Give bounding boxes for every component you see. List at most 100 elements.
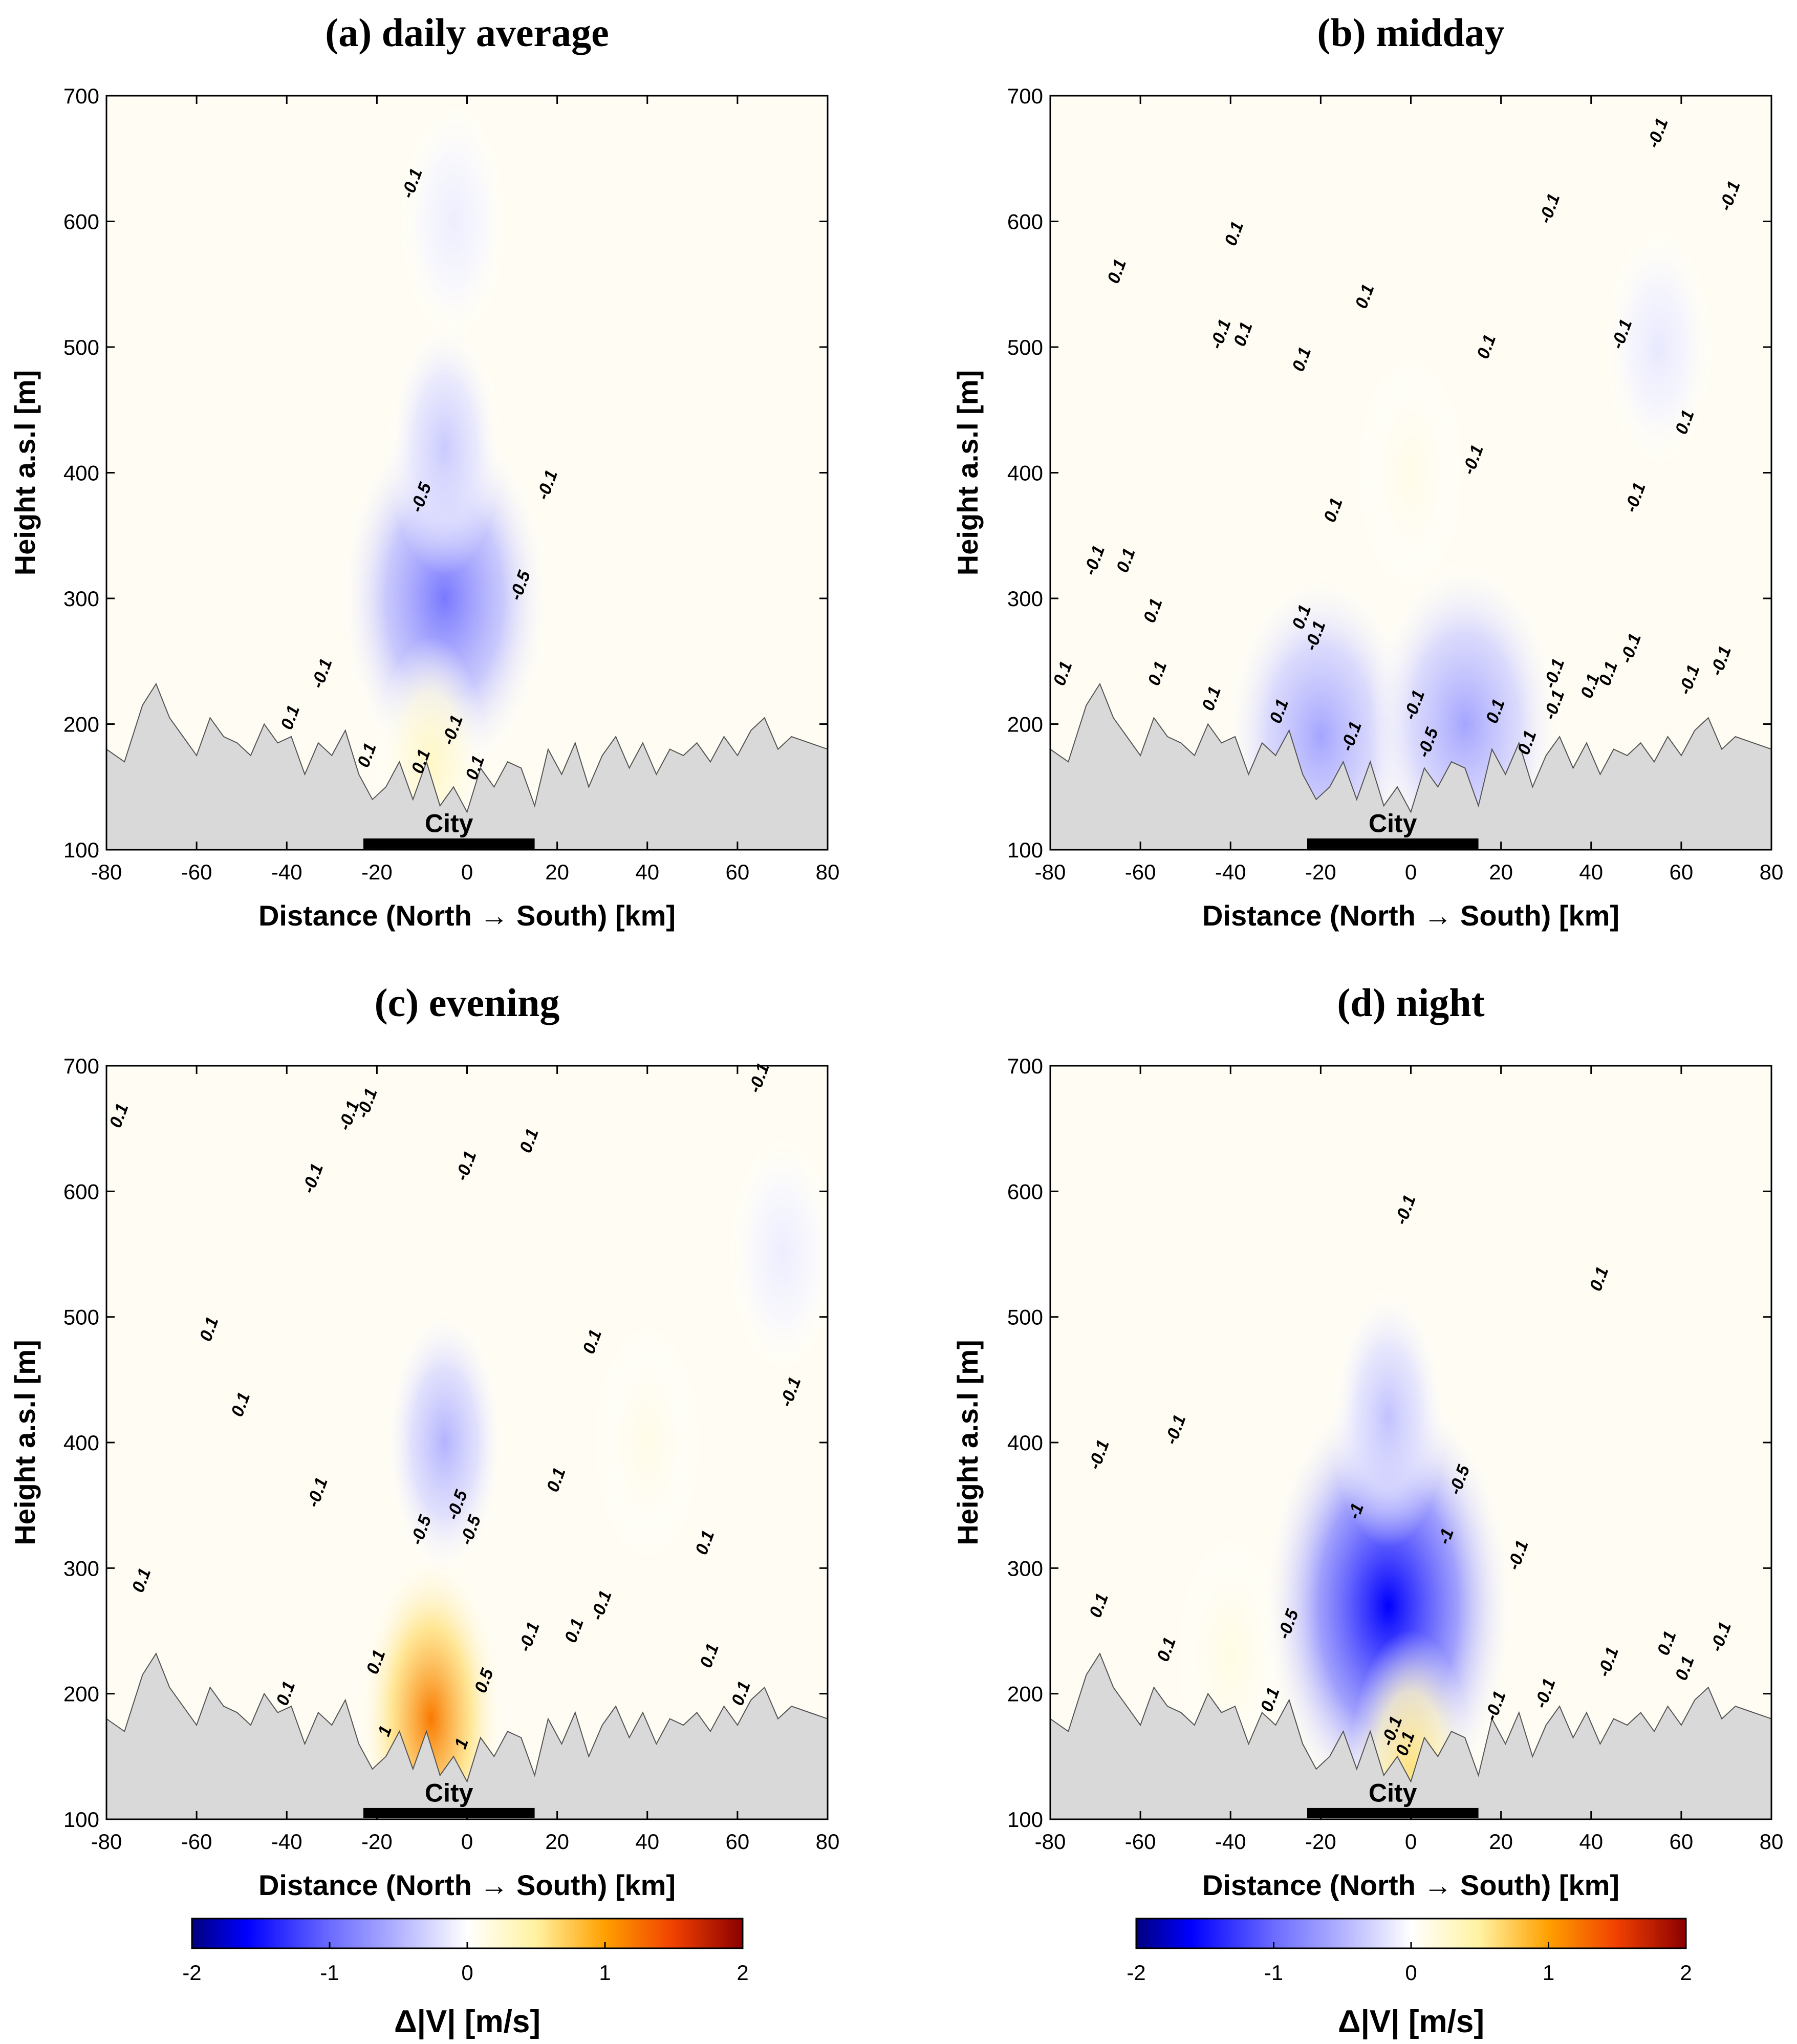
panel-title: (b) midday <box>1317 10 1504 55</box>
x-tick-label: -40 <box>1215 860 1246 884</box>
colorbar-tick-label: 0 <box>461 1961 473 1985</box>
x-tick-label: -20 <box>361 1830 393 1854</box>
x-tick-label: 20 <box>545 860 569 884</box>
x-tick-label: -60 <box>181 1830 212 1854</box>
city-label: City <box>425 1779 473 1808</box>
y-tick-label: 600 <box>1007 1179 1043 1203</box>
colorbar-tick-label: 0 <box>1405 1961 1417 1985</box>
x-tick-label: -80 <box>1035 860 1066 884</box>
x-tick-label: 0 <box>1405 1830 1417 1854</box>
y-tick-label: 100 <box>63 838 99 862</box>
y-tick-label: 600 <box>63 1179 99 1203</box>
y-tick-label: 700 <box>1007 1054 1043 1078</box>
x-tick-label: 40 <box>1579 1830 1603 1854</box>
city-bar <box>363 1808 535 1818</box>
x-axis-label: Distance (North → South) [km] <box>1202 899 1619 932</box>
y-tick-label: 200 <box>1007 713 1043 737</box>
y-tick-label: 100 <box>1007 1808 1043 1832</box>
y-tick-label: 300 <box>1007 587 1043 611</box>
anomaly-region <box>594 1326 700 1559</box>
city-label: City <box>1369 1779 1417 1808</box>
x-tick-label: -20 <box>1305 860 1336 884</box>
panel-title: (c) evening <box>375 980 560 1025</box>
y-tick-label: 500 <box>1007 1305 1043 1329</box>
city-bar <box>1307 1808 1479 1818</box>
panel-title: (a) daily average <box>325 10 609 55</box>
y-tick-label: 200 <box>1007 1682 1043 1706</box>
x-tick-label: -20 <box>1305 1830 1336 1854</box>
x-tick-label: -80 <box>91 1830 122 1854</box>
anomaly-region <box>1330 1287 1446 1547</box>
anomaly-region <box>387 320 502 575</box>
y-tick-label: 300 <box>63 1556 99 1580</box>
x-tick-label: 0 <box>1405 860 1417 884</box>
y-tick-label: 400 <box>1007 461 1043 485</box>
colorbar-label: Δ|V| [m/s] <box>1338 2004 1484 2040</box>
x-tick-label: 0 <box>461 1830 473 1854</box>
x-tick-label: 20 <box>545 1830 569 1854</box>
x-tick-label: -60 <box>181 860 212 884</box>
colorbar-tick-label: 1 <box>599 1961 611 1985</box>
city-bar <box>1307 838 1479 849</box>
x-tick-label: 80 <box>816 860 840 884</box>
x-axis-label: Distance (North → South) [km] <box>258 899 676 932</box>
anomaly-region <box>729 1137 828 1371</box>
panel-title: (d) night <box>1337 980 1484 1025</box>
y-tick-label: 700 <box>63 84 99 108</box>
city-label: City <box>1369 809 1417 838</box>
colorbar-2: -2 -1 0 1 2 Δ|V| [m/s] <box>1127 1918 1692 2040</box>
colorbar-tick-label: 2 <box>737 1961 748 1985</box>
chart-panel-c: City0.10.10.1-0.1-0.1-0.1-0.1-0.5-0.1-0.… <box>9 980 839 1901</box>
colorbar-1: -2 -1 0 1 2 Δ|V| [m/s] <box>182 1918 749 2040</box>
x-tick-label: 60 <box>726 860 750 884</box>
x-tick-label: -40 <box>271 860 302 884</box>
city-bar <box>363 838 535 849</box>
anomaly-region <box>1358 356 1464 589</box>
x-tick-label: -80 <box>1035 1830 1066 1854</box>
y-tick-label: 400 <box>63 1431 99 1455</box>
x-tick-label: 60 <box>1670 1830 1694 1854</box>
x-tick-label: 60 <box>726 1830 750 1854</box>
y-tick-label: 100 <box>1007 838 1043 862</box>
y-axis-label: Height a.s.l [m] <box>9 1340 41 1545</box>
city-label: City <box>425 809 473 838</box>
y-tick-label: 500 <box>63 335 99 359</box>
y-axis-label: Height a.s.l [m] <box>951 1340 984 1545</box>
colorbar-label: Δ|V| [m/s] <box>394 2004 540 2040</box>
colorbar-tick-label: -1 <box>1264 1961 1283 1985</box>
y-tick-label: 200 <box>63 1682 99 1706</box>
x-tick-label: -20 <box>361 860 393 884</box>
x-tick-label: 40 <box>1579 860 1603 884</box>
x-axis-label: Distance (North → South) [km] <box>258 1869 676 1901</box>
y-tick-label: 600 <box>1007 210 1043 234</box>
y-tick-label: 100 <box>63 1808 99 1832</box>
y-tick-label: 600 <box>63 210 99 234</box>
x-axis-label: Distance (North → South) [km] <box>1202 1869 1619 1901</box>
y-tick-label: 700 <box>1007 84 1043 108</box>
terrain-area <box>106 682 828 850</box>
x-tick-label: -40 <box>271 1830 302 1854</box>
y-tick-label: 500 <box>63 1305 99 1329</box>
terrain-area <box>1050 1652 1771 1819</box>
y-tick-label: 700 <box>63 1054 99 1078</box>
colorbar-tick-label: -2 <box>182 1961 201 1985</box>
anomaly-region <box>384 1307 505 1578</box>
anomaly-field <box>338 105 551 850</box>
x-tick-label: 60 <box>1670 860 1694 884</box>
x-tick-label: -60 <box>1125 860 1156 884</box>
chart-panel-a: City-0.1-0.5-0.5-0.1-0.10.10.1 0.1-0.10.1… <box>9 10 839 932</box>
x-tick-label: 40 <box>635 860 659 884</box>
y-axis-label: Height a.s.l [m] <box>951 370 984 575</box>
terrain-area <box>106 1652 828 1819</box>
y-tick-label: 400 <box>63 461 99 485</box>
x-tick-label: 80 <box>1760 860 1784 884</box>
y-tick-label: 300 <box>63 587 99 611</box>
x-tick-label: -80 <box>91 860 122 884</box>
y-tick-label: 300 <box>1007 1556 1043 1580</box>
x-tick-label: -40 <box>1215 1830 1246 1854</box>
colorbar-tick-label: 2 <box>1680 1961 1692 1985</box>
colorbar-tick-label: -1 <box>320 1961 339 1985</box>
x-tick-label: 20 <box>1489 1830 1513 1854</box>
anomaly-region <box>1605 229 1713 465</box>
